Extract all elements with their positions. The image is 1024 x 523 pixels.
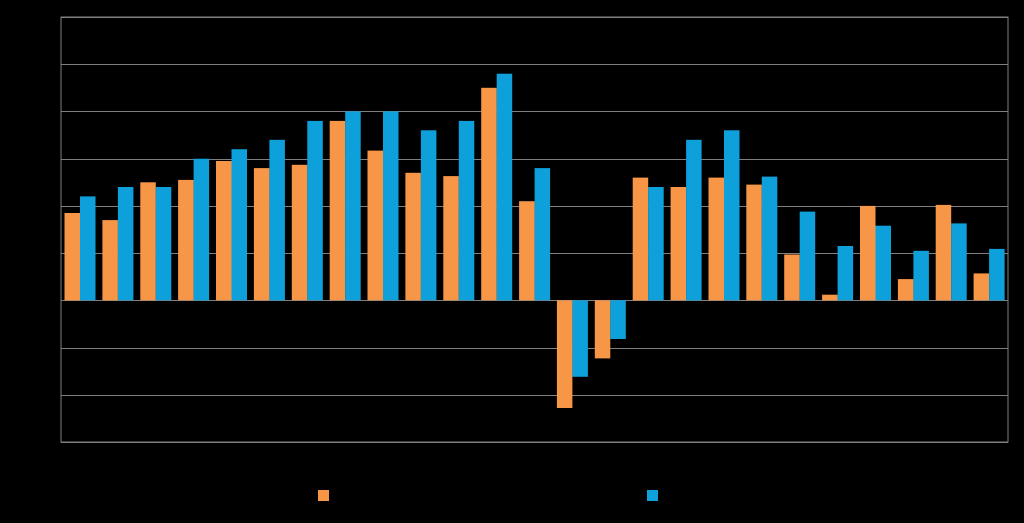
bar-series-2-cat-8 (345, 111, 361, 301)
bar-series-2-cat-25 (989, 248, 1005, 301)
bar-series-2-cat-6 (269, 139, 285, 301)
legend-entry-series-2 (647, 488, 664, 502)
bar-series-2-cat-9 (383, 111, 399, 301)
bar-series-2-cat-3 (155, 187, 172, 301)
bar-series-1-cat-12 (481, 87, 497, 301)
bar-series-1-cat-11 (443, 176, 459, 301)
bar-series-1-cat-3 (140, 182, 156, 301)
bar-series-1-cat-8 (329, 120, 346, 301)
bar-series-2-cat-12 (496, 73, 513, 301)
bar-series-2-cat-5 (231, 149, 247, 301)
bar-series-1-cat-23 (897, 279, 914, 301)
bar-series-1-cat-14 (556, 300, 573, 408)
plot-frame (60, 16, 1009, 443)
bar-series-2-cat-14 (572, 300, 588, 377)
bar-series-2-cat-13 (534, 168, 551, 301)
bar-series-2-cat-2 (117, 187, 134, 301)
bar-series-1-cat-22 (860, 205, 876, 301)
bar-series-2-cat-23 (913, 250, 929, 301)
bar-series-1-cat-20 (784, 254, 800, 301)
bar-series-2-cat-11 (458, 120, 475, 301)
bars (64, 73, 1005, 408)
bar-series-1-cat-9 (367, 150, 383, 301)
bar-series-1-cat-10 (405, 172, 421, 301)
bar-series-1-cat-17 (670, 187, 687, 301)
bar-series-2-cat-17 (686, 139, 702, 301)
bar-series-2-cat-22 (875, 225, 891, 301)
bar-series-2-cat-10 (420, 130, 437, 301)
bar-series-2-cat-18 (724, 130, 740, 301)
bar-series-1-cat-13 (519, 201, 535, 301)
bar-series-1-cat-7 (291, 164, 308, 301)
bar-series-2-cat-7 (307, 120, 323, 301)
bar-series-2-cat-15 (610, 300, 626, 339)
legend-entry-series-1 (318, 488, 335, 502)
bar-series-1-cat-24 (935, 204, 952, 301)
bar-series-2-cat-4 (193, 158, 210, 301)
bar-series-1-cat-25 (973, 273, 990, 301)
bar-series-2-cat-20 (799, 211, 816, 301)
bar-series-1-cat-21 (822, 294, 838, 301)
bar-series-2-cat-16 (648, 187, 664, 301)
bar-series-1-cat-1 (64, 213, 80, 301)
bar-series-2-cat-24 (951, 223, 967, 301)
bar-series-2-cat-21 (837, 246, 854, 301)
bar-series-1-cat-4 (178, 179, 194, 301)
bar-series-1-cat-16 (632, 177, 649, 301)
legend-swatch-series-2 (647, 489, 658, 501)
bar-series-1-cat-15 (594, 300, 611, 359)
legend-swatch-series-1 (318, 489, 329, 501)
bar-series-1-cat-5 (216, 161, 232, 301)
bar-series-2-cat-19 (761, 176, 778, 301)
bar-series-1-cat-2 (102, 220, 118, 301)
bar-series-1-cat-19 (746, 184, 762, 301)
bar-series-1-cat-18 (708, 177, 724, 301)
bar-series-2-cat-1 (80, 196, 96, 301)
bar-series-1-cat-6 (253, 168, 270, 301)
